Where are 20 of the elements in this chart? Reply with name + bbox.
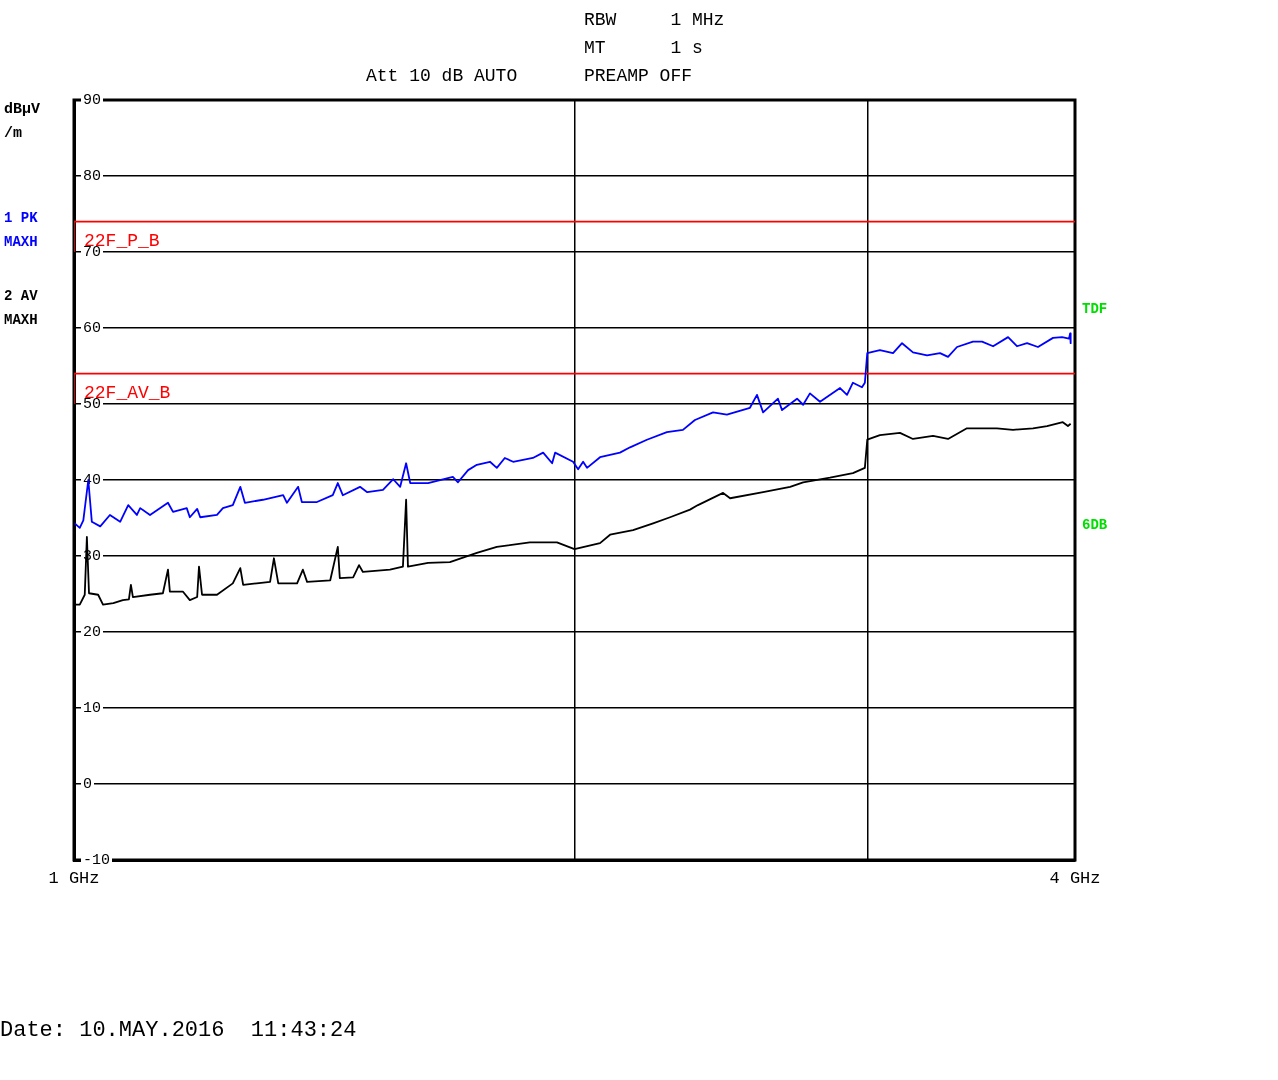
text: 6DB <box>1082 517 1108 533</box>
y-tick-label: 60 <box>83 319 102 337</box>
y-tick-label: 40 <box>83 471 102 489</box>
text: 2 AV MAXH <box>4 287 39 330</box>
text: RBW 1 MHz <box>584 10 725 30</box>
text: MT 1 s <box>584 38 703 58</box>
text: TDF <box>1082 301 1108 317</box>
text: Att 10 dB AUTO <box>366 66 518 86</box>
y-axis-title: dBµV/m <box>4 100 41 144</box>
y-tick-label: 90 <box>83 91 102 109</box>
y-tick-label: 20 <box>83 623 102 641</box>
y-tick-label: 10 <box>83 699 102 717</box>
text: Date: 10.MAY.2016 11:43:24 <box>0 1018 357 1043</box>
y-tick-label: 80 <box>83 167 102 185</box>
y-tick-label: -10 <box>83 851 111 869</box>
text: 1 PK MAXH <box>4 209 39 252</box>
x-tick-label: 4 GHz <box>1049 868 1101 888</box>
y-tick-label: 0 <box>83 775 93 793</box>
x-tick-label: 1 GHz <box>48 868 100 888</box>
text: PREAMP OFF <box>584 66 693 86</box>
